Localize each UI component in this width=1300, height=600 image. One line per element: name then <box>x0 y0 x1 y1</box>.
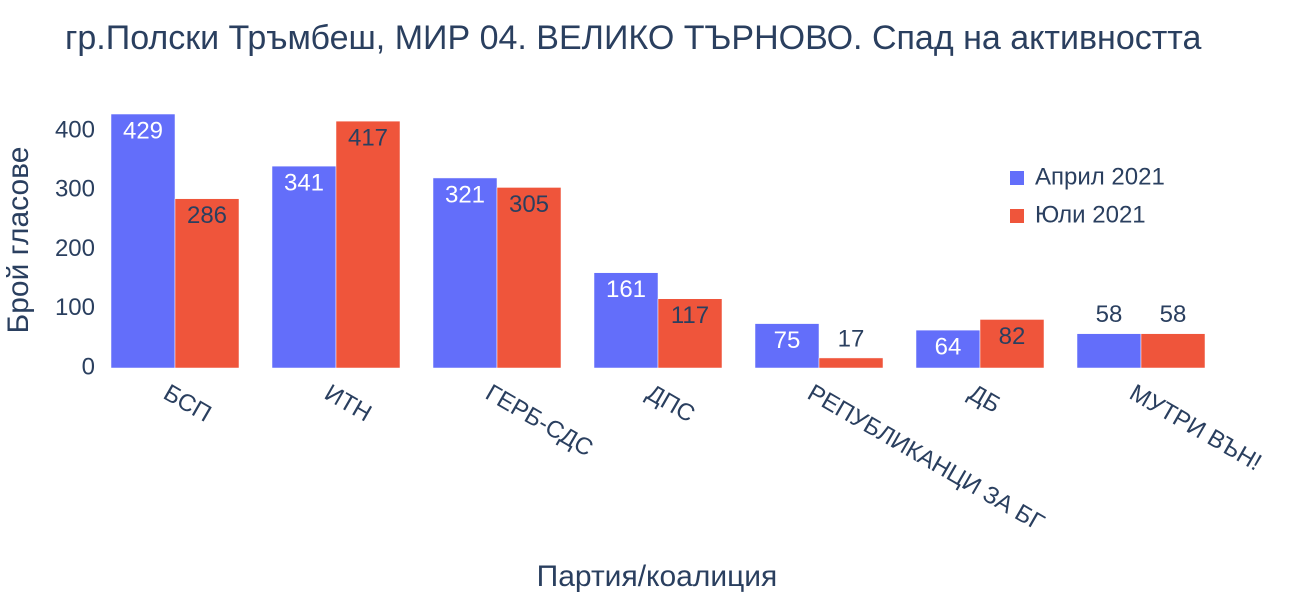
bar <box>271 165 337 369</box>
data-label: 117 <box>671 302 709 329</box>
bar <box>915 329 981 369</box>
data-label: 82 <box>999 323 1026 350</box>
legend-label: Юли 2021 <box>1035 201 1146 228</box>
x-tick-label: ГЕРБ-СДС <box>481 379 598 462</box>
chart-title: гр.Полски Тръмбеш, МИР 04. ВЕЛИКО ТЪРНОВ… <box>65 19 1201 57</box>
data-label: 417 <box>348 124 388 151</box>
data-label: 286 <box>187 202 227 229</box>
data-label: 341 <box>284 169 324 196</box>
y-axis-title: Брой гласове <box>2 147 35 334</box>
legend-swatch <box>1010 209 1024 223</box>
bar <box>174 198 240 369</box>
x-tick-label: БСП <box>159 379 216 427</box>
bar <box>496 187 562 369</box>
bar <box>432 177 498 369</box>
data-label: 161 <box>606 276 646 303</box>
y-tick-label: 200 <box>55 235 95 262</box>
bar <box>1076 333 1142 369</box>
y-tick-label: 0 <box>82 353 95 380</box>
x-tick-label: ИТН <box>320 379 376 427</box>
y-tick-label: 300 <box>55 176 95 203</box>
y-tick-label: 100 <box>55 294 95 321</box>
data-label: 17 <box>838 325 865 352</box>
data-label: 75 <box>774 327 801 354</box>
data-label: 64 <box>935 333 962 360</box>
x-tick-label: ДПС <box>642 379 700 428</box>
data-label: 58 <box>1160 301 1187 328</box>
bar <box>335 120 401 369</box>
x-tick-label: МУТРИ ВЪН! <box>1125 379 1266 476</box>
bar <box>657 298 723 369</box>
bar <box>593 272 659 369</box>
legend-label: Април 2021 <box>1035 163 1165 190</box>
bar <box>1140 333 1206 369</box>
x-tick-label: РЕПУБЛИКАНЦИ ЗА БГ <box>803 379 1049 536</box>
x-axis-title: Партия/коалиция <box>537 560 778 593</box>
data-label: 321 <box>445 181 485 208</box>
bar <box>979 319 1045 369</box>
legend-swatch <box>1010 171 1024 185</box>
y-tick-label: 400 <box>55 117 95 144</box>
data-label: 58 <box>1096 301 1123 328</box>
bar <box>818 357 884 369</box>
bar <box>110 113 176 369</box>
data-label: 305 <box>509 191 549 218</box>
x-tick-label: ДБ <box>964 379 1005 418</box>
bar <box>754 323 820 369</box>
data-label: 429 <box>123 117 163 144</box>
